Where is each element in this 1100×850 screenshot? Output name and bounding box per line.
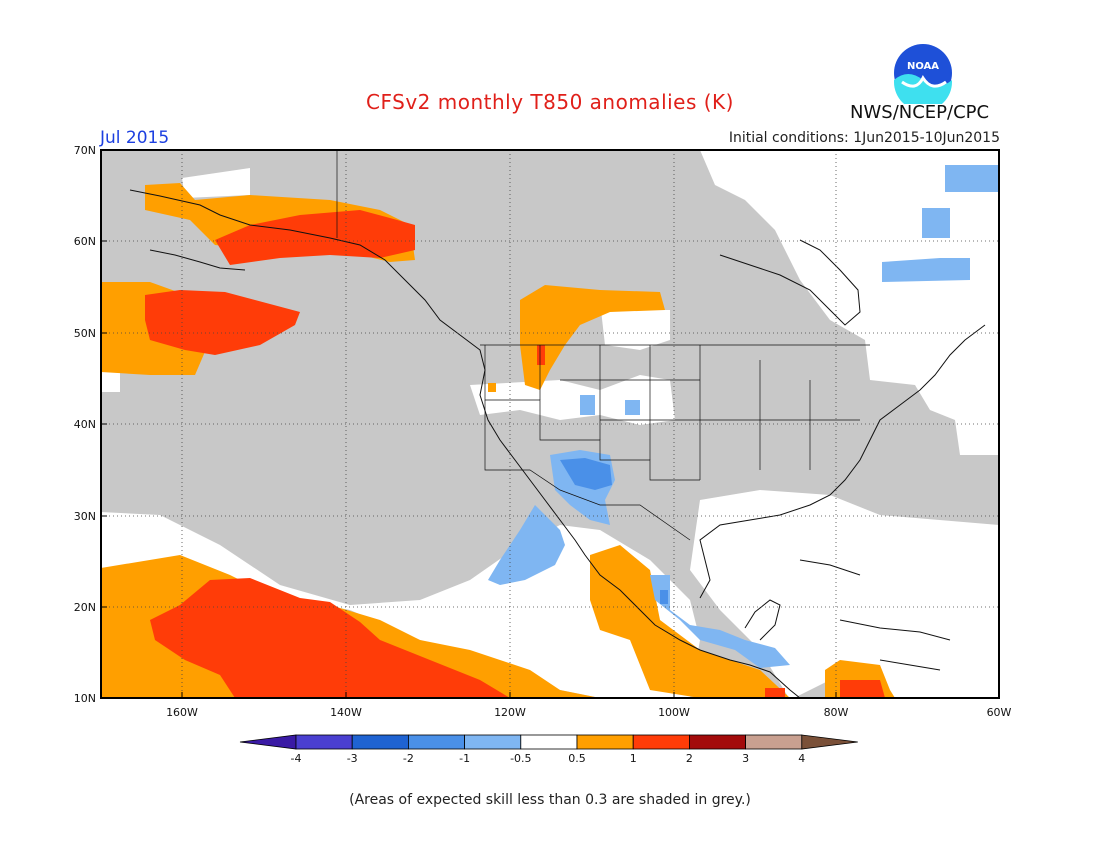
lon-label: 60W	[987, 706, 1012, 719]
colorbar-label: 3	[742, 752, 749, 765]
colorbar-arrow-right	[801, 734, 858, 750]
lat-label: 70N	[74, 144, 96, 157]
lat-label: 40N	[74, 418, 96, 431]
lon-label: 100W	[658, 706, 690, 719]
anomaly-1-to-2	[145, 210, 885, 698]
lat-label: 50N	[74, 327, 96, 340]
lon-label: 140W	[330, 706, 362, 719]
skill-footnote: (Areas of expected skill less than 0.3 a…	[349, 792, 751, 808]
lat-label: 60N	[74, 235, 96, 248]
forecast-month: Jul 2015	[100, 128, 170, 148]
colorbar-label: 2	[686, 752, 693, 765]
lon-label: 120W	[494, 706, 526, 719]
colorbar-swatch	[295, 734, 353, 750]
colorbar-swatch	[576, 734, 634, 750]
latitude-axis: 70N 60N 50N 40N 30N 20N 10N	[74, 144, 96, 705]
longitude-axis: 160W 140W 120W 100W 80W 60W	[166, 706, 1011, 719]
anomaly-minus1-to-minus2	[560, 458, 668, 604]
colorbar-label: -2	[403, 752, 414, 765]
colorbar-label: -0.5	[510, 752, 531, 765]
colorbar-label: 4	[798, 752, 805, 765]
colorbar-arrow-left	[239, 734, 297, 750]
colorbar-swatch	[689, 734, 747, 750]
lat-label: 30N	[74, 510, 96, 523]
latitude-ticks	[101, 240, 837, 698]
initial-conditions: Initial conditions: 1Jun2015-10Jun2015	[728, 130, 1000, 146]
agency-label: NWS/NCEP/CPC	[850, 102, 990, 123]
lat-label: 10N	[74, 692, 96, 705]
colorbar-swatch	[351, 734, 409, 750]
colorbar: -4 -3 -2 -1 -0.5 0.5 1 2 3 4	[239, 734, 858, 765]
colorbar-label: -3	[347, 752, 358, 765]
colorbar-label: 0.5	[568, 752, 586, 765]
colorbar-label: -1	[459, 752, 470, 765]
colorbar-label: -4	[291, 752, 302, 765]
lat-label: 20N	[74, 601, 96, 614]
colorbar-swatch	[464, 734, 522, 750]
svg-text:NOAA: NOAA	[907, 61, 939, 72]
colorbar-swatch	[520, 734, 578, 750]
colorbar-swatch	[632, 734, 690, 750]
graticule	[101, 150, 999, 698]
colorbar-label: 1	[630, 752, 637, 765]
coastlines	[129, 189, 986, 698]
map-title: CFSv2 monthly T850 anomalies (K)	[366, 90, 734, 114]
political-borders	[336, 150, 870, 541]
noaa-logo: NOAA	[894, 44, 952, 104]
lon-label: 80W	[824, 706, 849, 719]
colorbar-swatch	[745, 734, 803, 750]
colorbar-swatch	[407, 734, 465, 750]
lon-label: 160W	[166, 706, 198, 719]
